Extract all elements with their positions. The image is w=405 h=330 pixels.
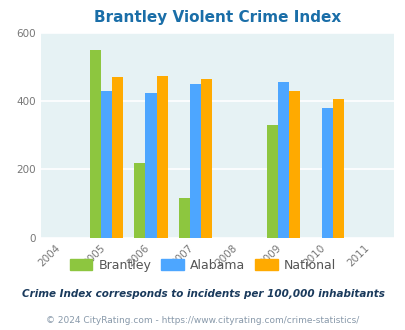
Bar [332,99,343,238]
Bar [288,91,299,238]
Bar [321,108,332,238]
Bar [189,84,200,238]
Text: © 2024 CityRating.com - https://www.cityrating.com/crime-statistics/: © 2024 CityRating.com - https://www.city… [46,316,359,325]
Bar [134,163,145,238]
Bar [200,79,211,238]
Title: Brantley Violent Crime Index: Brantley Violent Crime Index [94,10,340,25]
Bar [178,198,189,238]
Bar [156,76,167,238]
Bar [101,91,112,238]
Bar [277,82,288,238]
Text: Crime Index corresponds to incidents per 100,000 inhabitants: Crime Index corresponds to incidents per… [21,289,384,299]
Legend: Brantley, Alabama, National: Brantley, Alabama, National [64,254,341,277]
Bar [145,93,156,238]
Bar [112,77,123,238]
Bar [266,125,277,238]
Bar [90,50,101,238]
